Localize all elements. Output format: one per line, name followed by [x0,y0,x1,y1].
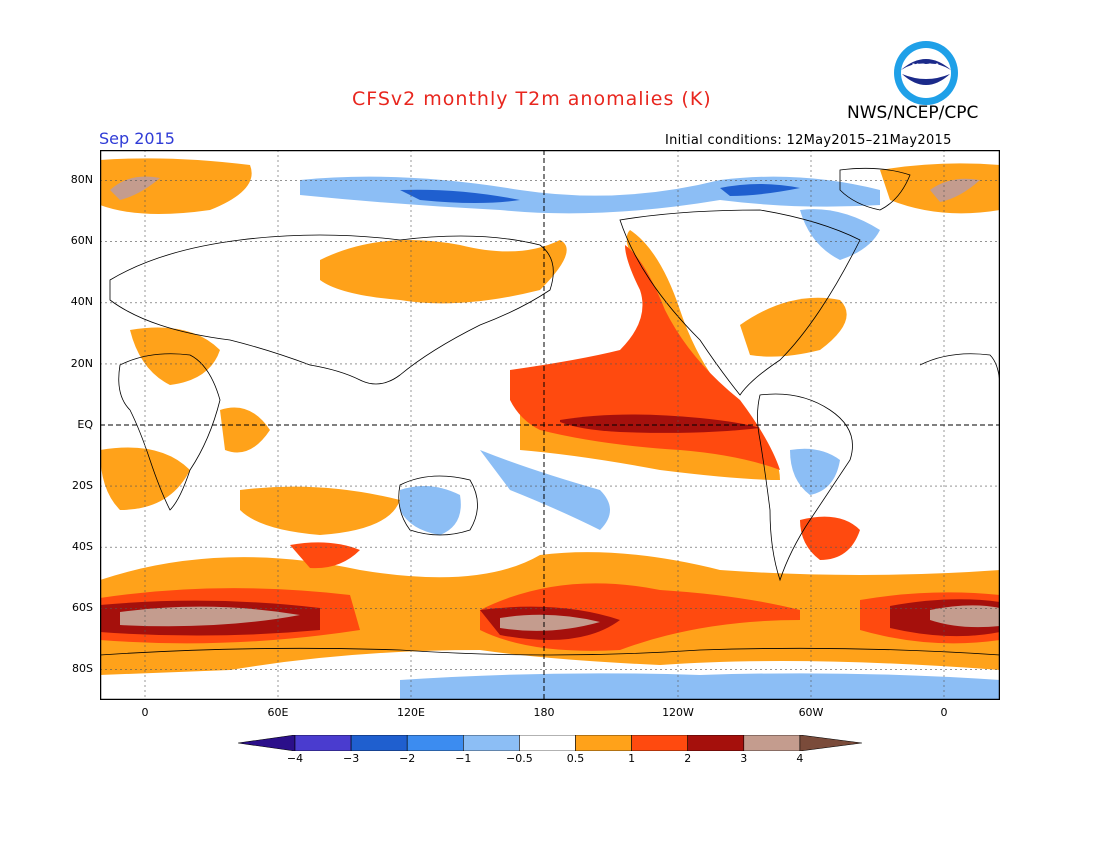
colorbar-tick-label: −3 [342,752,360,765]
lat-label-20n: 20N [70,357,93,370]
south-america-warm [800,516,860,560]
coast-australia [398,475,478,536]
lon-label-60e: 60E [267,706,289,719]
colorbar-bin [743,735,801,751]
coastlines [100,167,1000,656]
colorbar-tick-label: 3 [740,752,748,765]
anomaly-map [100,150,1000,700]
arctic-cold-core [400,184,800,203]
colorbar-tick-label: −4 [286,752,304,765]
colorbar-bin [294,735,352,751]
initial-conditions: Initial conditions: 12May2015–21May2015 [665,133,952,148]
lon-label-120e: 120E [397,706,425,719]
noaa-logo: NOAA [894,41,958,105]
colorbar-tick-label: 0.5 [566,752,585,765]
logo-text: NOAA [912,63,941,73]
colorbar-arrow-low [238,735,296,751]
colorbar-tick-label: 4 [796,752,804,765]
colorbar [238,735,862,751]
coast-south-america [757,393,853,582]
colorbar-tick-label: −0.5 [506,752,533,765]
colorbar-bin [519,735,576,751]
colorbar-tick-label: 1 [628,752,636,765]
agency-label: NWS/NCEP/CPC [847,103,979,123]
atlantic-warm-north [740,297,847,357]
colorbar-bin [406,735,464,751]
chart-title: CFSv2 monthly T2m anomalies (K) [352,88,712,110]
arctic-europe-warm [100,158,1000,214]
logo-bottom-arc [902,74,950,85]
lon-label-60w: 60W [798,706,824,719]
north-atlantic-cold [800,209,880,260]
colorbar-tick-label: −1 [455,752,472,765]
logo-bird-shape [901,59,951,70]
colorbar-bin [687,735,745,751]
colorbar-bin [631,735,689,751]
lon-label-120w: 120W [662,706,694,719]
coast-africa [118,353,221,511]
map-frame [100,150,1000,700]
south-indian-orange [290,542,360,569]
south-america-cold [790,448,840,495]
lat-label-40n: 40N [70,295,93,308]
colorbar-arrow-high [799,735,862,751]
lat-label-80n: 80N [70,173,93,186]
lat-label-eq: EQ [77,418,93,431]
colorbar-bin [463,735,520,751]
colorbar-tick-label: 2 [684,752,692,765]
anomaly-fields [100,158,1000,700]
lat-label-60n: 60N [70,234,93,247]
lon-label-0-right: 0 [940,706,948,719]
lat-label-40s: 40S [72,540,93,553]
lat-label-80s: 80S [72,662,93,675]
coast-eurasia [109,234,554,385]
pacific-enso-tongue [510,245,780,470]
africa-warm [130,327,270,453]
lat-label-20s: 20S [72,479,93,492]
forecast-month: Sep 2015 [99,129,175,148]
coast-north-america [619,209,861,396]
siberia-warm [320,240,567,304]
coast-greenland [839,167,911,211]
lon-label-180: 180 [533,706,555,719]
lat-label-60s: 60S [72,601,93,614]
pacific-enso-core [560,414,760,433]
colorbar-bin [350,735,408,751]
south-indian-warm [100,447,400,535]
colorbar-tick-label: −2 [399,752,416,765]
colorbar-bin [575,735,632,751]
south-pacific-cold [480,450,610,530]
logo-inner-circle [901,48,951,98]
australia-cold [400,486,461,535]
antarctic-cold-band [400,673,1000,700]
lon-label-0: 0 [141,706,149,719]
coast-antarctica [100,647,1000,656]
southern-ocean-brown-core [120,605,1000,631]
reference-lines [100,150,1000,700]
